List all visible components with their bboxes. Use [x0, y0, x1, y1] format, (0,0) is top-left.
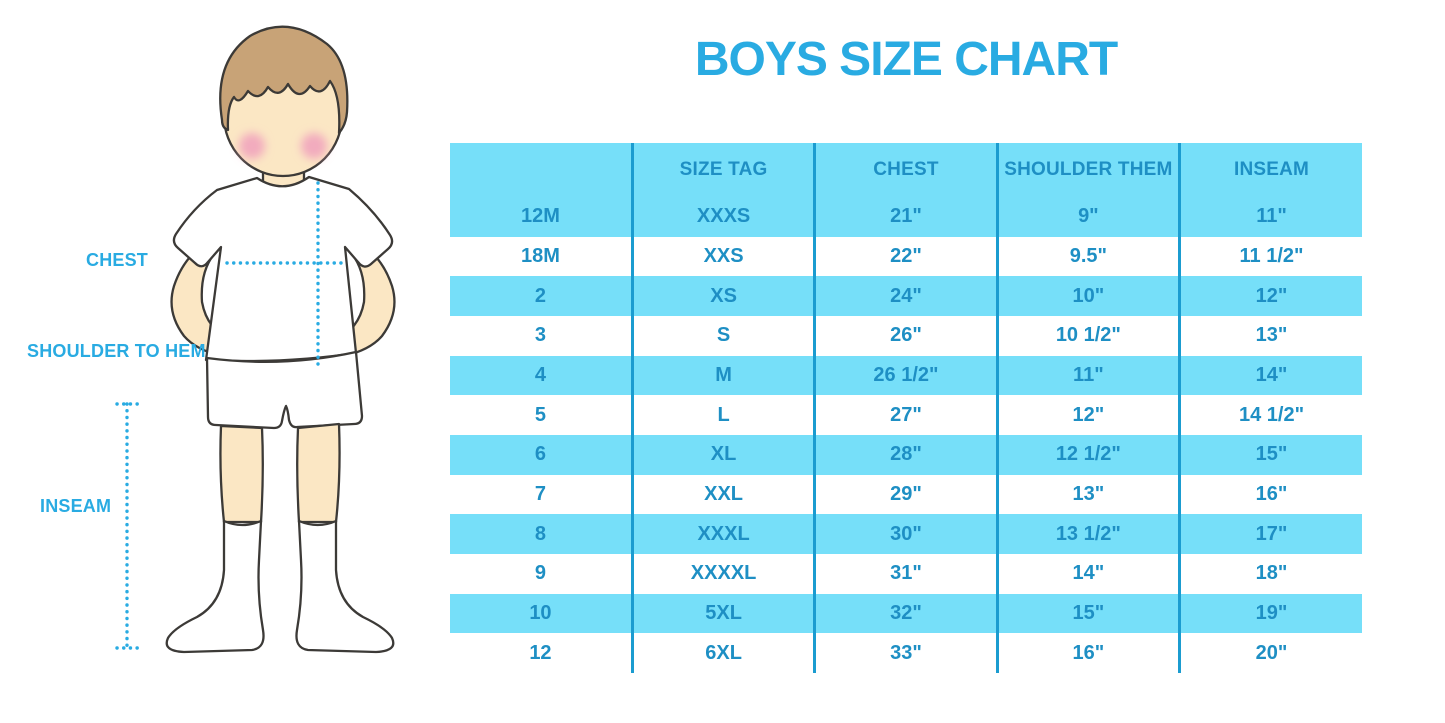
inseam-cell: 15"	[1178, 434, 1362, 475]
inseam-cell: 17"	[1178, 514, 1362, 554]
boy-left-leg	[219, 424, 264, 524]
chest-cell: 21"	[813, 197, 998, 237]
page-title: BOYS SIZE CHART	[694, 33, 1118, 86]
table-header-cell-chest: CHEST	[813, 143, 998, 197]
shoulder-hem-cell: 9.5"	[995, 236, 1180, 277]
table-row: 2 XS 24" 10" 12"	[450, 276, 1362, 316]
inseam-cell: 18"	[1178, 553, 1362, 594]
size-table: SIZE TAG CHEST SHOULDER THEM INSEAM 12M …	[450, 143, 1362, 673]
table-row: 8 XXXL 30" 13 1/2" 17"	[450, 514, 1362, 554]
table-row: 9 XXXXL 31" 14" 18"	[450, 553, 1362, 594]
table-row: 12 6XL 33" 16" 20"	[450, 633, 1362, 673]
size-tag-cell: XXL	[630, 474, 815, 515]
shoulder-hem-cell: 16"	[995, 633, 1180, 673]
shoulder-hem-cell: 15"	[995, 593, 1180, 634]
chest-cell: 29"	[813, 474, 998, 515]
shoulder-hem-cell: 12"	[995, 395, 1180, 435]
boy-blush	[239, 133, 327, 159]
chest-cell: 26 1/2"	[813, 355, 998, 396]
chest-cell: 33"	[813, 633, 998, 673]
chest-cell: 31"	[813, 553, 998, 594]
size-cell: 12M	[450, 197, 633, 237]
chest-cell: 30"	[813, 514, 998, 554]
shoulder-hem-cell: 9"	[995, 197, 1180, 237]
table-row: 5 L 27" 12" 14 1/2"	[450, 395, 1362, 435]
size-tag-cell: XXXXL	[630, 553, 815, 594]
inseam-cell: 14"	[1178, 355, 1362, 396]
size-tag-cell: XL	[630, 434, 815, 475]
boy-left-sock	[165, 519, 265, 654]
inseam-cell: 11 1/2"	[1178, 236, 1362, 277]
chest-label: CHEST	[86, 250, 149, 270]
size-tag-cell: XS	[630, 276, 815, 316]
table-row: 10 5XL 32" 15" 19"	[450, 593, 1362, 634]
size-cell: 6	[450, 434, 633, 475]
boy-right-leg	[296, 422, 341, 524]
size-tag-cell: XXS	[630, 236, 815, 277]
size-tag-cell: XXXL	[630, 514, 815, 554]
shoulder-to-hem-label: SHOULDER TO HEM	[27, 341, 206, 361]
inseam-cell: 13"	[1178, 315, 1362, 356]
chest-cell: 32"	[813, 593, 998, 634]
chest-cell: 22"	[813, 236, 998, 277]
size-cell: 8	[450, 514, 633, 554]
inseam-cell: 19"	[1178, 593, 1362, 634]
table-row: 7 XXL 29" 13" 16"	[450, 474, 1362, 515]
table-row: 18M XXS 22" 9.5" 11 1/2"	[450, 236, 1362, 277]
size-tag-cell: S	[630, 315, 815, 356]
inseam-cell: 20"	[1178, 633, 1362, 673]
shoulder-hem-cell: 12 1/2"	[995, 434, 1180, 475]
boy-right-arm	[332, 240, 396, 358]
boy-left-arm	[170, 240, 234, 358]
size-cell: 7	[450, 474, 633, 515]
size-cell: 9	[450, 553, 633, 594]
size-tag-cell: M	[630, 355, 815, 396]
size-cell: 2	[450, 276, 633, 316]
size-tag-cell: 5XL	[630, 593, 815, 634]
table-row: 12M XXXS 21" 9" 11"	[450, 197, 1362, 237]
table-header-cell-shoulder-hem: SHOULDER THEM	[995, 143, 1180, 197]
size-tag-cell: 6XL	[630, 633, 815, 673]
chest-cell: 28"	[813, 434, 998, 475]
size-tag-cell: L	[630, 395, 815, 435]
shoulder-hem-cell: 13"	[995, 474, 1180, 515]
size-cell: 5	[450, 395, 633, 435]
size-cell: 12	[450, 633, 633, 673]
table-header-cell-size-tag: SIZE TAG	[630, 143, 815, 197]
shoulder-hem-cell: 10 1/2"	[995, 315, 1180, 356]
table-header-cell-size	[450, 143, 633, 197]
size-cell: 18M	[450, 236, 633, 277]
chest-cell: 24"	[813, 276, 998, 316]
size-cell: 4	[450, 355, 633, 396]
inseam-cell: 14 1/2"	[1178, 395, 1362, 435]
boy-right-sock	[295, 519, 395, 654]
boy-shorts	[205, 350, 364, 430]
size-cell: 10	[450, 593, 633, 634]
shoulder-hem-cell: 10"	[995, 276, 1180, 316]
inseam-cell: 11"	[1178, 197, 1362, 237]
size-cell: 3	[450, 315, 633, 356]
chest-cell: 27"	[813, 395, 998, 435]
boy-hair	[219, 25, 349, 135]
table-row: 6 XL 28" 12 1/2" 15"	[450, 434, 1362, 475]
inseam-label: INSEAM	[40, 496, 112, 516]
table-row: 3 S 26" 10 1/2" 13"	[450, 315, 1362, 356]
table-row: 4 M 26 1/2" 11" 14"	[450, 355, 1362, 396]
inseam-cell: 16"	[1178, 474, 1362, 515]
table-header-cell-inseam: INSEAM	[1178, 143, 1362, 197]
shoulder-hem-cell: 13 1/2"	[995, 514, 1180, 554]
inseam-cell: 12"	[1178, 276, 1362, 316]
boy-illustration	[115, 25, 396, 654]
table-header-row: SIZE TAG CHEST SHOULDER THEM INSEAM	[450, 143, 1362, 197]
shoulder-hem-cell: 11"	[995, 355, 1180, 396]
size-tag-cell: XXXS	[630, 197, 815, 237]
shoulder-hem-cell: 14"	[995, 553, 1180, 594]
chest-cell: 26"	[813, 315, 998, 356]
